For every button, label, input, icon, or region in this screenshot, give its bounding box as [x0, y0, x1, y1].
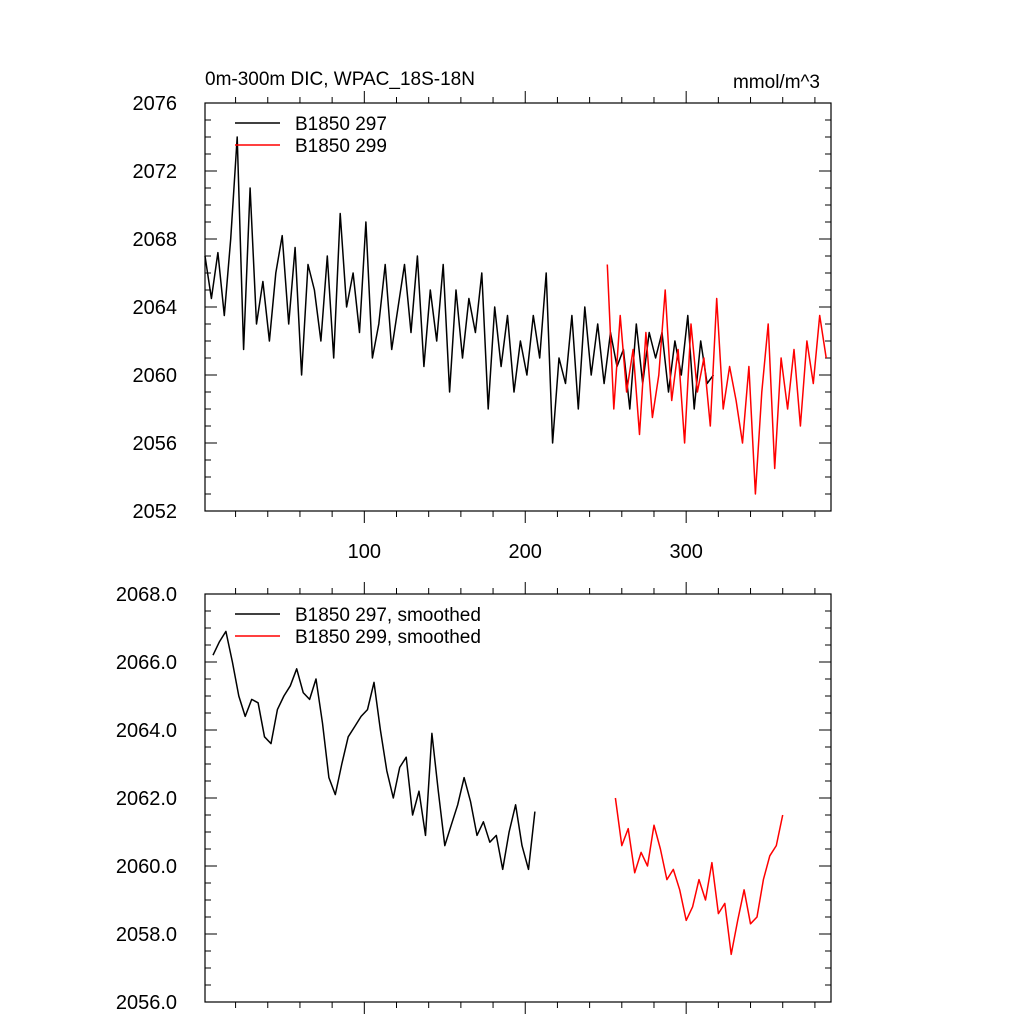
top-series	[204, 136, 827, 495]
y-tick-label: 2062.0	[116, 788, 177, 810]
chart-title: 0m-300m DIC, WPAC_18S-18N	[205, 69, 475, 90]
x-tick-label: 300	[669, 541, 702, 563]
units-label: mmol/m^3	[733, 72, 820, 93]
x-tick-label: 200	[509, 541, 542, 563]
series-line-0	[212, 630, 536, 871]
y-tick-label: 2060.0	[116, 856, 177, 878]
y-tick-label: 2064.0	[116, 720, 177, 742]
y-tick-label: 2066.0	[116, 652, 177, 674]
y-tick-label: 2076	[133, 93, 178, 115]
y-tick-label: 2056.0	[116, 992, 177, 1014]
y-tick-label: 2058.0	[116, 924, 177, 946]
bottom-plot-frame	[204, 593, 832, 1003]
series-line-1	[606, 264, 827, 495]
y-tick-label: 2052	[133, 501, 178, 523]
x-tick-label: 100	[348, 541, 381, 563]
legend-label-0: B1850 297	[295, 114, 387, 135]
series-line-1	[614, 797, 784, 956]
legend-label-1: B1850 299	[295, 136, 387, 157]
top-panel: 0m-300m DIC, WPAC_18S-18N mmol/m^3 2052 2…	[133, 69, 832, 563]
y-tick-label: 2064	[133, 297, 178, 319]
y-tick-label: 2060	[133, 365, 178, 387]
series-line-0	[204, 136, 715, 444]
bottom-ticks: 2056.0 2058.0 2060.0 2062.0 2064.0 2066.0 2068…	[116, 582, 831, 1014]
bottom-panel: 2056.0 2058.0 2060.0 2062.0 2064.0 2066.0 2068…	[116, 582, 832, 1014]
legend-label-1: B1850 299, smoothed	[295, 627, 481, 648]
top-plot-frame	[204, 102, 832, 512]
y-tick-label: 2072	[133, 161, 178, 183]
legend-label-0: B1850 297, smoothed	[295, 605, 481, 626]
bottom-series	[212, 630, 784, 956]
y-tick-label: 2056	[133, 433, 178, 455]
y-tick-label: 2068.0	[116, 584, 177, 606]
y-tick-label: 2068	[133, 229, 178, 251]
